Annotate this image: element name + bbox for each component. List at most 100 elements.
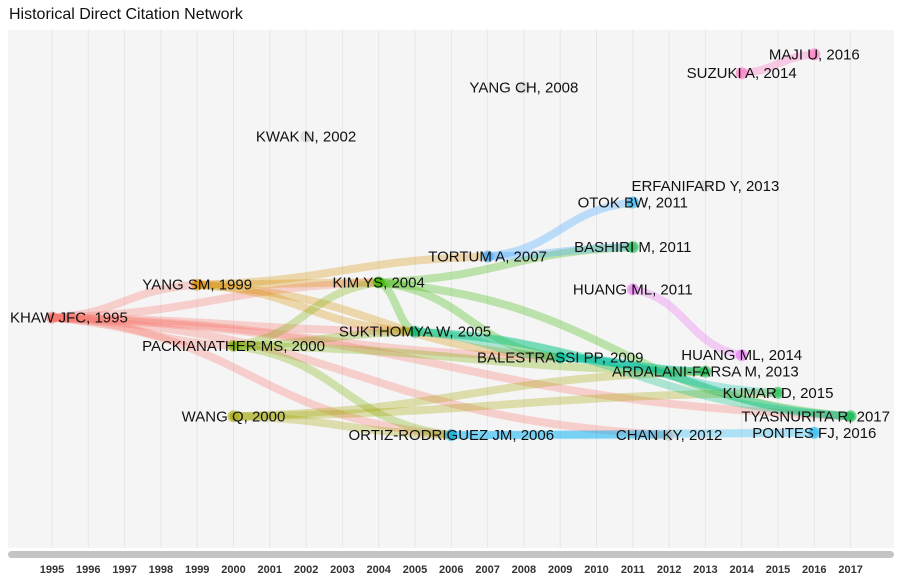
node-chanky[interactable] bbox=[663, 429, 676, 442]
node-kwak[interactable] bbox=[300, 130, 313, 143]
edge-wangq-ortiz bbox=[229, 412, 456, 440]
node-ardalani[interactable] bbox=[699, 365, 712, 378]
year-tick-2000: 2000 bbox=[221, 564, 245, 576]
node-label-yangch: YANG CH, 2008 bbox=[469, 79, 578, 96]
year-tick-2003: 2003 bbox=[330, 564, 354, 576]
year-tick-2014: 2014 bbox=[729, 564, 754, 576]
node-suzuki[interactable] bbox=[735, 67, 748, 80]
node-packianather[interactable] bbox=[227, 339, 240, 352]
year-tick-2017: 2017 bbox=[838, 564, 862, 576]
node-bashiri[interactable] bbox=[626, 241, 639, 254]
year-ticks: 1995 1996 1997 1998 1999 2000 2001 2002 2003 2004… bbox=[40, 564, 863, 576]
edge-yangsm-sukthomya bbox=[193, 280, 419, 336]
edge-packianather-sukthomya bbox=[229, 327, 419, 350]
citation-edges bbox=[48, 50, 855, 440]
year-tick-1998: 1998 bbox=[149, 564, 173, 576]
node-label-huangml2014: HUANG ML, 2014 bbox=[681, 347, 802, 364]
node-label-huangml2011: HUANG ML, 2011 bbox=[573, 281, 693, 298]
year-tick-2016: 2016 bbox=[802, 564, 826, 576]
edge-suzuki-majiu bbox=[737, 50, 819, 78]
edge-balestrassi-ardalani bbox=[556, 353, 710, 376]
node-khaw[interactable] bbox=[46, 311, 58, 324]
edge-kimys-balestrassi bbox=[374, 278, 565, 362]
year-tick-2012: 2012 bbox=[657, 564, 681, 576]
edge-packianather-kimys bbox=[229, 278, 383, 350]
node-yangsm[interactable] bbox=[191, 278, 204, 291]
node-balestrassi[interactable] bbox=[554, 351, 567, 364]
edge-tortum-otok bbox=[483, 198, 637, 261]
node-majiu[interactable] bbox=[808, 48, 821, 61]
node-sukthomya[interactable] bbox=[409, 325, 421, 338]
edge-khaw-yangsm bbox=[48, 280, 202, 322]
node-yangch[interactable] bbox=[517, 81, 530, 94]
edge-yangsm-kimys bbox=[193, 278, 383, 289]
chart-title: Historical Direct Citation Network bbox=[9, 6, 243, 23]
edge-ortiz-pontes bbox=[447, 428, 819, 440]
timeline-bar bbox=[8, 551, 894, 558]
node-label-wangq: WANG Q, 2000 bbox=[182, 408, 286, 425]
edge-packianather-ortiz bbox=[229, 341, 456, 440]
node-label-ortiz: ORTIZ-RODRIGUEZ JM, 2006 bbox=[349, 427, 555, 444]
node-label-majiu: MAJI U, 2016 bbox=[769, 46, 860, 63]
year-tick-2010: 2010 bbox=[584, 564, 608, 576]
year-tick-2007: 2007 bbox=[475, 564, 499, 576]
node-label-balestrassi: BALESTRASSI PP, 2009 bbox=[477, 350, 644, 367]
year-tick-2008: 2008 bbox=[512, 564, 536, 576]
node-label-packianather: PACKIANATHER MS, 2000 bbox=[142, 338, 325, 355]
year-tick-1997: 1997 bbox=[112, 564, 136, 576]
node-huangml2011[interactable] bbox=[626, 283, 639, 296]
paper-labels: KHAW JFC, 1995 YANG SM, 1999 PACKIANATHER … bbox=[10, 46, 890, 444]
node-kimys[interactable] bbox=[372, 276, 385, 289]
edge-khaw-ortiz bbox=[48, 313, 456, 440]
edge-kimys-tyasnurita bbox=[374, 278, 855, 421]
node-otok[interactable] bbox=[626, 196, 639, 209]
year-tick-2011: 2011 bbox=[621, 564, 645, 576]
node-label-tyasnurita: TYASNURITA R, 2017 bbox=[741, 408, 890, 425]
year-tick-2009: 2009 bbox=[548, 564, 572, 576]
year-tick-2004: 2004 bbox=[366, 564, 391, 576]
node-ortiz[interactable] bbox=[445, 429, 458, 442]
edge-packianather-ardalani bbox=[229, 341, 710, 376]
edge-khaw-packianather bbox=[48, 313, 238, 350]
node-label-bashiri: BASHIRI M, 2011 bbox=[574, 239, 691, 256]
year-tick-1996: 1996 bbox=[76, 564, 100, 576]
edge-yangsm-tortum bbox=[193, 252, 492, 289]
edge-sukthomya-tyasnurita bbox=[411, 327, 855, 421]
edge-khaw-balestrassi bbox=[48, 313, 565, 362]
edge-balestrassi-tyasnurita bbox=[556, 353, 855, 421]
node-erfanifard[interactable] bbox=[699, 180, 712, 192]
node-kumar[interactable] bbox=[772, 386, 784, 399]
year-tick-2001: 2001 bbox=[258, 564, 282, 576]
edge-wangq-ardalani bbox=[229, 367, 710, 421]
node-label-suzuki: SUZUKI A, 2014 bbox=[687, 65, 797, 82]
node-label-otok: OTOK BW, 2011 bbox=[578, 194, 688, 211]
edge-sukthomya-balestrassi bbox=[411, 327, 565, 362]
node-label-chanky: CHAN KY, 2012 bbox=[616, 427, 722, 444]
edge-balestrassi-kumar bbox=[556, 353, 782, 397]
node-label-kumar: KUMAR D, 2015 bbox=[723, 385, 834, 402]
edge-khaw-chanky bbox=[48, 313, 674, 440]
node-label-kimys: KIM YS, 2004 bbox=[333, 274, 425, 291]
year-tick-2015: 2015 bbox=[766, 564, 790, 576]
node-label-yangsm: YANG SM, 1999 bbox=[142, 277, 252, 294]
paper-nodes bbox=[46, 48, 857, 442]
year-tick-2006: 2006 bbox=[439, 564, 463, 576]
node-label-khaw: KHAW JFC, 1995 bbox=[10, 310, 128, 327]
edge-khaw-tyasnurita bbox=[48, 313, 855, 421]
node-label-pontes: PONTES FJ, 2016 bbox=[752, 425, 876, 442]
edge-kimys-bashiri bbox=[374, 243, 637, 287]
node-wangq[interactable] bbox=[227, 410, 240, 423]
node-pontes[interactable] bbox=[808, 426, 821, 439]
edge-yangsm-balestrassi bbox=[193, 280, 565, 362]
year-tick-2005: 2005 bbox=[403, 564, 427, 576]
year-gridlines bbox=[51, 30, 852, 548]
node-huangml2014[interactable] bbox=[735, 349, 748, 362]
edge-khaw-sukthomya bbox=[48, 313, 419, 336]
edge-tortum-bashiri bbox=[483, 243, 637, 261]
node-tyasnurita[interactable] bbox=[844, 410, 857, 423]
node-tortum[interactable] bbox=[481, 250, 494, 263]
year-tick-1999: 1999 bbox=[185, 564, 209, 576]
year-tick-2013: 2013 bbox=[693, 564, 717, 576]
node-label-erfanifard: ERFANIFARD Y, 2013 bbox=[631, 178, 779, 195]
